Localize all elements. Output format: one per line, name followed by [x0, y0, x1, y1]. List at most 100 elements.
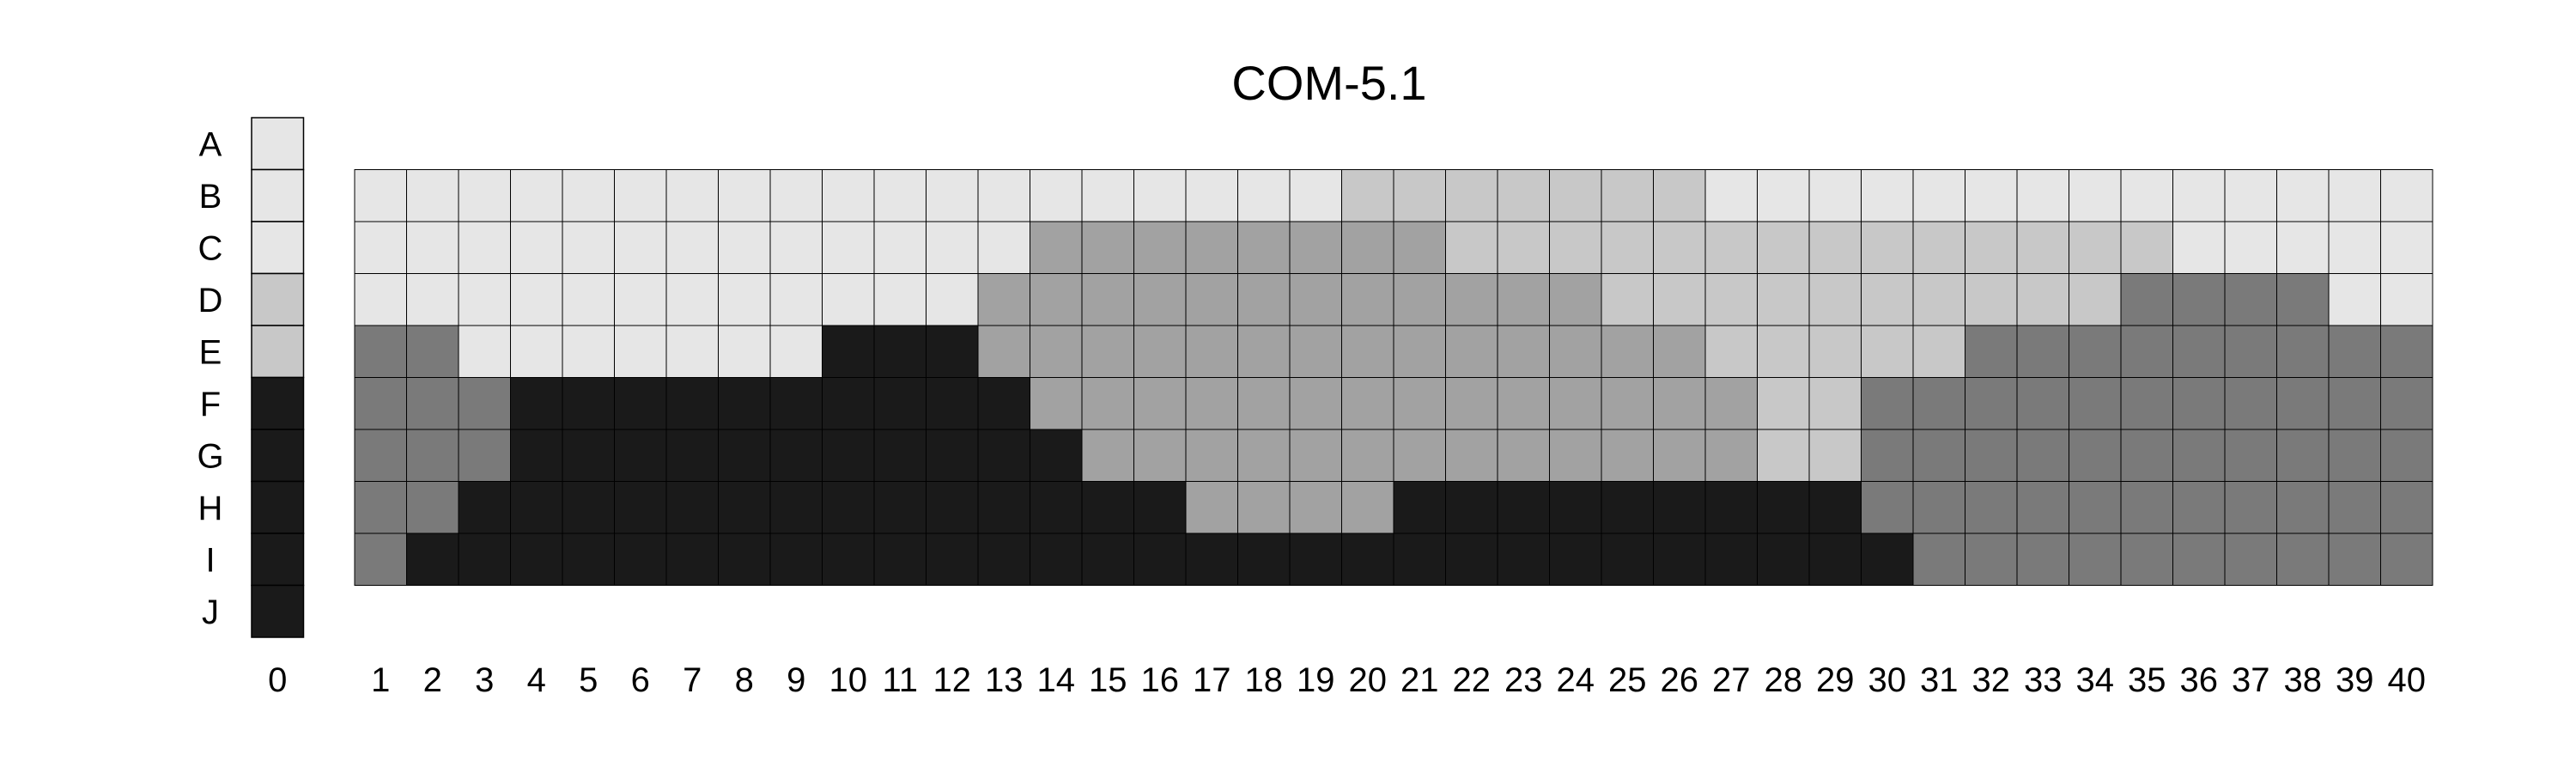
- cell-D-18: [1237, 273, 1291, 326]
- cell-F-21: [1393, 377, 1446, 430]
- cell-F-22: [1445, 377, 1498, 430]
- cell-I-36: [2172, 533, 2226, 586]
- cell-B-3: [458, 169, 511, 222]
- cell-G-39: [2328, 429, 2381, 482]
- cell-H-35: [2120, 481, 2173, 534]
- cell-I-31: [1912, 533, 1965, 586]
- cell-B-27: [1704, 169, 1758, 222]
- cell-B-34: [2069, 169, 2122, 222]
- cell-G-31: [1912, 429, 1965, 482]
- cell-D-11: [873, 273, 927, 326]
- cell-E-31: [1912, 325, 1965, 378]
- cell-D-37: [2224, 273, 2277, 326]
- column-label-26: 26: [1661, 661, 1699, 699]
- cell-B-12: [926, 169, 979, 222]
- cell-C-14: [1030, 221, 1083, 274]
- cell-E-17: [1185, 325, 1238, 378]
- cell-I-14: [1030, 533, 1083, 586]
- cell-F-5: [562, 377, 615, 430]
- cell-C-15: [1081, 221, 1134, 274]
- cell-I-24: [1549, 533, 1602, 586]
- column-label-6: 6: [631, 661, 650, 699]
- cell-I-29: [1808, 533, 1862, 586]
- cell-H-3: [458, 481, 511, 534]
- cell-F-39: [2328, 377, 2381, 430]
- cell-E-1: [354, 325, 407, 378]
- cell-H-1: [354, 481, 407, 534]
- cell-C-28: [1757, 221, 1810, 274]
- cell-F-38: [2276, 377, 2330, 430]
- cell-E-15: [1081, 325, 1134, 378]
- cell-F-27: [1704, 377, 1758, 430]
- cell-E-3: [458, 325, 511, 378]
- cell-I-40: [2380, 533, 2433, 586]
- cell-B-4: [510, 169, 563, 222]
- cell-D-4: [510, 273, 563, 326]
- cell-E-10: [822, 325, 875, 378]
- cell-D-33: [2016, 273, 2069, 326]
- cell-B-14: [1030, 169, 1083, 222]
- cell-F-35: [2120, 377, 2173, 430]
- cell-F-28: [1757, 377, 1810, 430]
- cell-E-28: [1757, 325, 1810, 378]
- column-label-2: 2: [423, 661, 442, 699]
- cell-G-36: [2172, 429, 2226, 482]
- cell-H-21: [1393, 481, 1446, 534]
- cell-E-37: [2224, 325, 2277, 378]
- column-label-29: 29: [1816, 661, 1855, 699]
- cell-D-2: [406, 273, 459, 326]
- cell-C-23: [1497, 221, 1550, 274]
- cell-E-14: [1030, 325, 1083, 378]
- cell-G-16: [1133, 429, 1187, 482]
- cell-D-20: [1341, 273, 1394, 326]
- cell-G-32: [1965, 429, 2018, 482]
- cell-D-14: [1030, 273, 1083, 326]
- cell-I-18: [1237, 533, 1291, 586]
- cell-I-38: [2276, 533, 2330, 586]
- cell-I-30: [1861, 533, 1914, 586]
- cell-H-37: [2224, 481, 2277, 534]
- cell-H-10: [822, 481, 875, 534]
- cell-D-10: [822, 273, 875, 326]
- cell-G-13: [977, 429, 1030, 482]
- cell-B-7: [665, 169, 719, 222]
- cell-F-12: [926, 377, 979, 430]
- cell-I-20: [1341, 533, 1394, 586]
- cell-I-8: [718, 533, 771, 586]
- cell-E-4: [510, 325, 563, 378]
- key-cell-J: [251, 584, 305, 638]
- column-label-14: 14: [1037, 661, 1076, 699]
- heatmap-cells: [354, 169, 2433, 586]
- column-label-9: 9: [787, 661, 805, 699]
- cell-F-23: [1497, 377, 1550, 430]
- column-label-18: 18: [1245, 661, 1284, 699]
- cell-C-2: [406, 221, 459, 274]
- cell-B-17: [1185, 169, 1238, 222]
- column-label-12: 12: [933, 661, 972, 699]
- cell-D-23: [1497, 273, 1550, 326]
- cell-D-29: [1808, 273, 1862, 326]
- cell-I-7: [665, 533, 719, 586]
- cell-I-23: [1497, 533, 1550, 586]
- cell-C-37: [2224, 221, 2277, 274]
- key-cell-A: [251, 117, 305, 171]
- cell-C-36: [2172, 221, 2226, 274]
- key-cell-B: [251, 168, 305, 222]
- cell-B-39: [2328, 169, 2381, 222]
- cell-H-29: [1808, 481, 1862, 534]
- cell-G-25: [1601, 429, 1654, 482]
- cell-F-24: [1549, 377, 1602, 430]
- column-label-23: 23: [1504, 661, 1543, 699]
- cell-G-24: [1549, 429, 1602, 482]
- cell-B-38: [2276, 169, 2330, 222]
- cell-C-40: [2380, 221, 2433, 274]
- cell-H-8: [718, 481, 771, 534]
- cell-B-33: [2016, 169, 2069, 222]
- cell-D-22: [1445, 273, 1498, 326]
- column-label-7: 7: [683, 661, 702, 699]
- cell-H-26: [1653, 481, 1706, 534]
- cell-C-35: [2120, 221, 2173, 274]
- column-label-31: 31: [1920, 661, 1959, 699]
- cell-F-9: [769, 377, 823, 430]
- cell-D-27: [1704, 273, 1758, 326]
